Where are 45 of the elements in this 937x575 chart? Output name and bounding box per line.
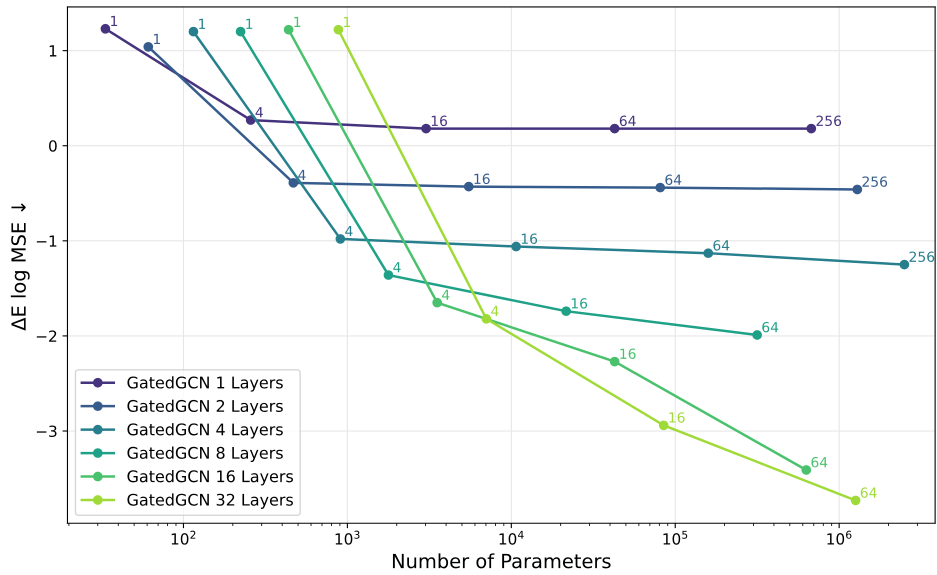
annotation: 64 (713, 240, 730, 251)
y-tick-label: −1 (36, 235, 56, 247)
y-tick-label: −3 (36, 425, 57, 438)
annotation: 1 (294, 16, 300, 27)
x-axis-title: Number of Parameters (392, 553, 611, 568)
annotation: 4 (491, 306, 499, 316)
annotation: 4 (256, 107, 263, 118)
annotation: 16 (572, 298, 588, 309)
annotation: 4 (442, 290, 450, 300)
annotation: 4 (298, 170, 306, 180)
annotation: 1 (344, 16, 350, 27)
annotation: 16 (620, 348, 636, 360)
annotation: 4 (393, 262, 401, 272)
annotation: 1 (246, 18, 252, 29)
annotation: 256 (862, 176, 888, 187)
annotation: 64 (665, 174, 682, 185)
annotation: 64 (762, 322, 778, 332)
y-axis-title: ΔE log MSE ↓ (10, 203, 30, 331)
annotation: 256 (910, 252, 934, 262)
y-tick-label: 1 (50, 45, 56, 56)
annotation: 16 (474, 174, 490, 184)
y-tick-label: 0 (49, 140, 57, 152)
annotation: 16 (669, 412, 685, 423)
annotation: 64 (860, 487, 877, 498)
annotation: 1 (154, 34, 160, 44)
annotation: 1 (111, 16, 118, 26)
x-tick-label: 10$^{2}$ (172, 530, 196, 545)
legend-label: GatedGCN 8 Layers (127, 446, 283, 462)
annotation: 256 (816, 116, 842, 126)
y-tick-label: −2 (36, 330, 56, 342)
legend-label: GatedGCN 16 Layers (127, 470, 293, 486)
legend-label: GatedGCN 1 Layers (127, 376, 283, 392)
legend-label: GatedGCN 32 Layers (127, 493, 293, 509)
annotation: 1 (199, 18, 206, 29)
x-tick-label: 10$^{3}$ (336, 530, 360, 545)
legend-label: GatedGCN 4 Layers (127, 423, 283, 439)
x-tick-label: 10$^{6}$ (827, 530, 852, 545)
x-tick-label: 10$^{5}$ (663, 530, 688, 545)
annotation: 4 (345, 226, 353, 236)
annotation: 64 (620, 116, 636, 126)
annotation: 64 (811, 456, 828, 468)
annotation: 16 (522, 233, 538, 244)
annotation: 16 (432, 116, 448, 126)
x-tick-label: 10$^{4}$ (500, 530, 524, 545)
legend-label: GatedGCN 2 Layers (127, 400, 283, 416)
